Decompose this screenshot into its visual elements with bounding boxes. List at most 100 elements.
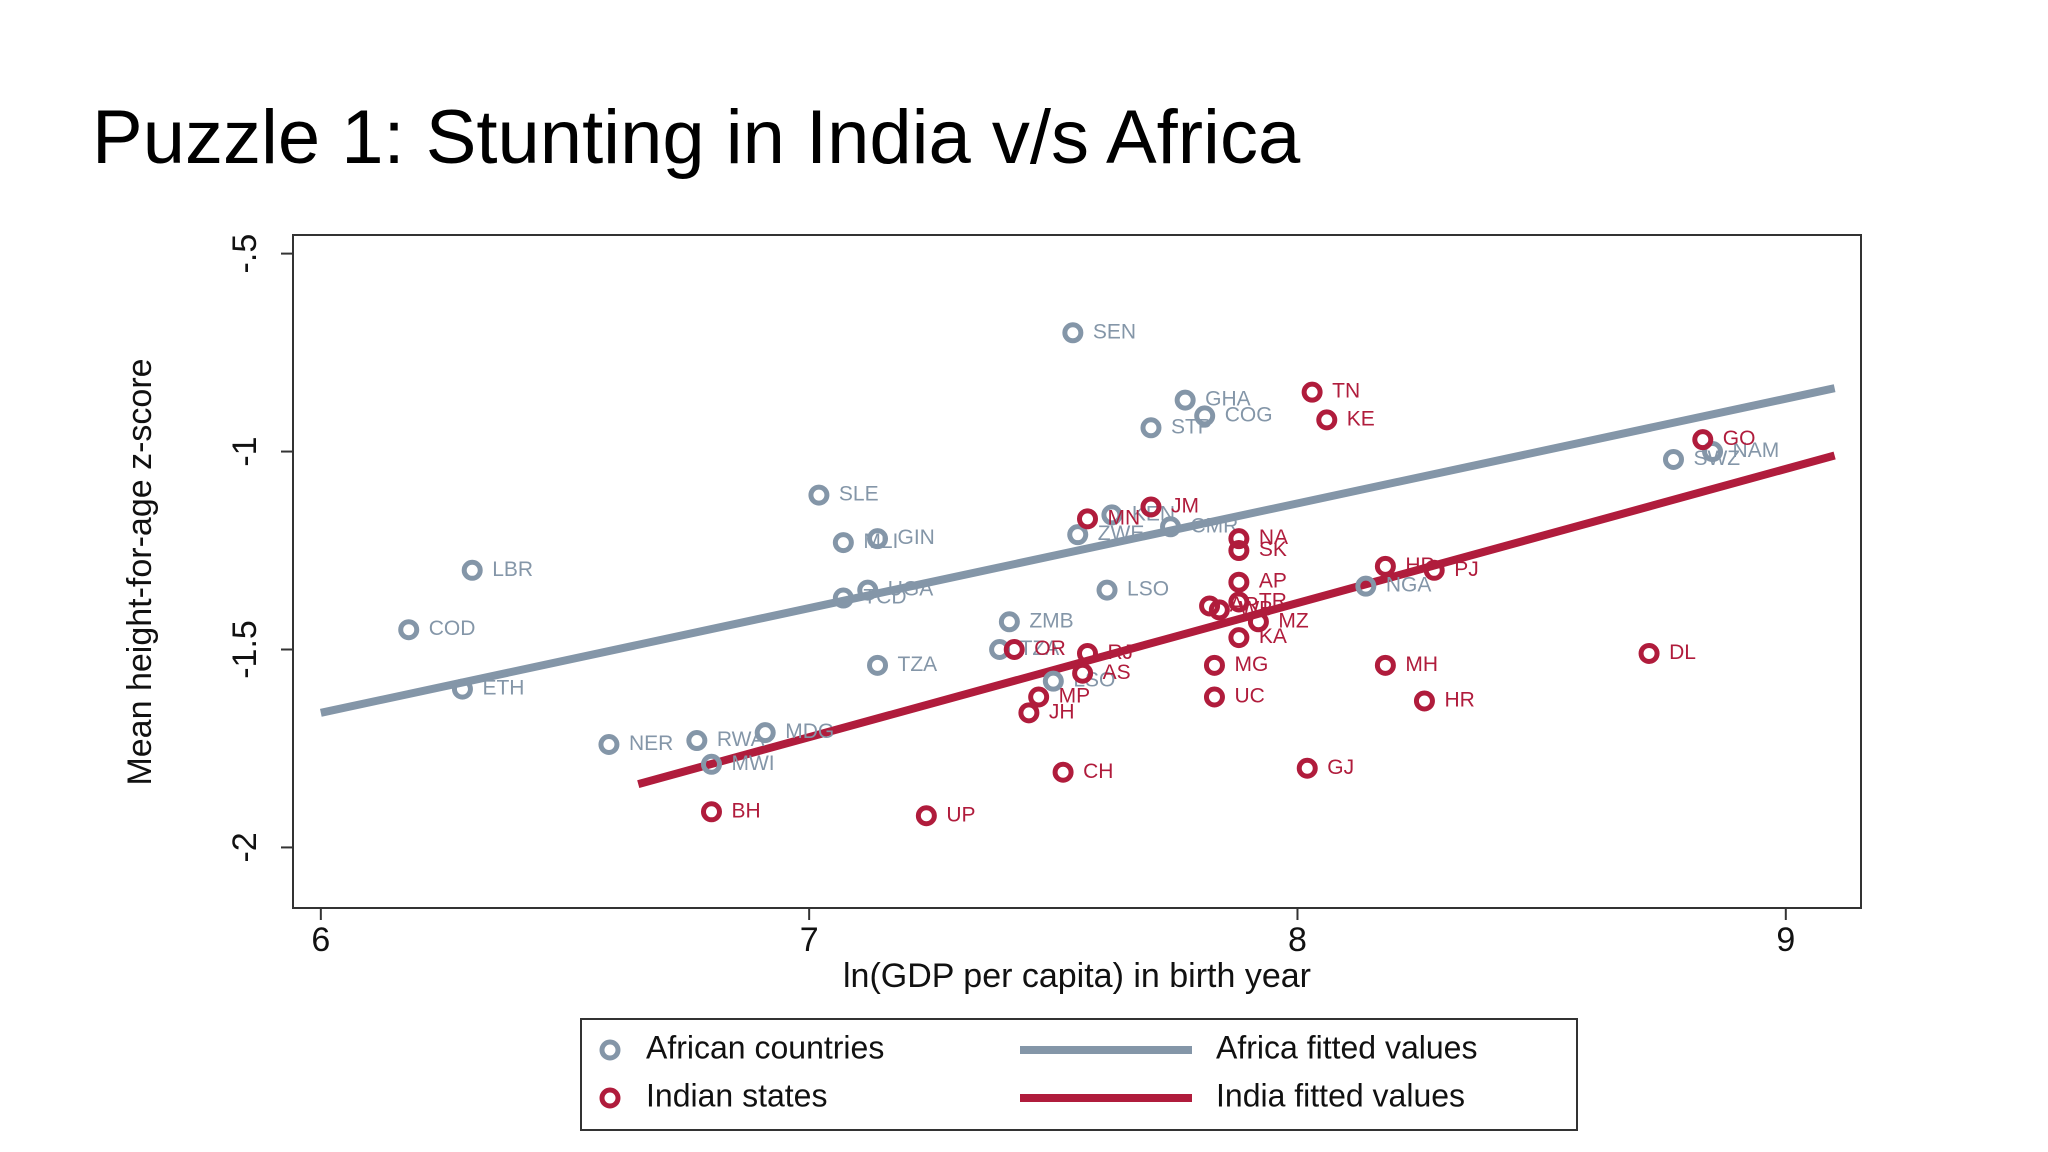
point xyxy=(1018,702,1040,724)
legend-label: African countries xyxy=(646,1029,884,1065)
point xyxy=(998,611,1020,633)
x-tick-label: 6 xyxy=(311,921,330,959)
y-tick-label: -1 xyxy=(226,436,264,466)
point-label: MDG xyxy=(785,720,834,743)
point-label: KA xyxy=(1259,625,1287,648)
point xyxy=(700,801,722,823)
y-tick-label: -2 xyxy=(226,832,264,862)
legend-label: India fitted values xyxy=(1216,1077,1465,1113)
point xyxy=(1228,528,1250,550)
point-label: COG xyxy=(1225,403,1273,426)
point-label: LSO xyxy=(1073,669,1115,692)
point-label: LBR xyxy=(492,558,533,581)
point xyxy=(1296,757,1318,779)
point xyxy=(1203,654,1225,676)
point xyxy=(1247,611,1269,633)
point-label: GJ xyxy=(1327,756,1354,779)
point xyxy=(1067,524,1089,546)
point xyxy=(1096,579,1118,601)
point-label: STP xyxy=(1171,415,1212,438)
point-label: NAM xyxy=(1733,439,1780,462)
point xyxy=(867,528,889,550)
point xyxy=(686,730,708,752)
point xyxy=(1174,389,1196,411)
point-label: WB xyxy=(1239,597,1273,620)
y-tick-label: -.5 xyxy=(226,234,264,274)
x-tick-label: 7 xyxy=(800,921,819,959)
point-label: AP xyxy=(1259,570,1287,593)
point xyxy=(1028,686,1050,708)
point xyxy=(1228,540,1250,562)
point-label: JH xyxy=(1049,700,1075,723)
fit-line xyxy=(319,384,1836,717)
point xyxy=(1194,405,1216,427)
point-label: AS xyxy=(1103,661,1131,684)
point-label: MH xyxy=(1405,653,1438,676)
point-label: TR xyxy=(1259,590,1287,613)
fit-line xyxy=(637,451,1836,788)
point xyxy=(1374,555,1396,577)
point-label: ZMB xyxy=(1029,609,1073,632)
point-label: GHA xyxy=(1205,388,1251,411)
point xyxy=(1355,575,1377,597)
point-label: LSO xyxy=(1127,578,1169,601)
point xyxy=(1052,761,1074,783)
point-label: MG xyxy=(1234,653,1268,676)
point xyxy=(461,559,483,581)
point xyxy=(1374,654,1396,676)
point xyxy=(1228,591,1250,613)
point xyxy=(1003,638,1025,660)
point-label: HR xyxy=(1444,689,1474,712)
slide-title: Puzzle 1: Stunting in India v/s Africa xyxy=(92,95,1301,180)
point xyxy=(1301,381,1323,403)
point xyxy=(1413,690,1435,712)
legend-marker xyxy=(599,1039,621,1061)
x-axis-label: ln(GDP per capita) in birth year xyxy=(843,957,1311,995)
point xyxy=(1160,516,1182,538)
point xyxy=(1072,662,1094,684)
point xyxy=(754,722,776,744)
point xyxy=(1316,409,1338,431)
point-label: ZWE xyxy=(1098,522,1145,545)
point xyxy=(1228,627,1250,649)
y-tick-label: -1.5 xyxy=(226,620,264,679)
point-label: TN xyxy=(1332,380,1360,403)
point-label: UGA xyxy=(888,578,934,601)
point-label: TCD xyxy=(863,586,906,609)
point xyxy=(398,619,420,641)
point-label: RWA xyxy=(717,728,765,751)
point-label: AR xyxy=(1230,593,1259,616)
point-label: MZ xyxy=(1278,609,1308,632)
point-label: SK xyxy=(1259,538,1287,561)
point-label: MWI xyxy=(731,752,774,775)
point xyxy=(1140,417,1162,439)
point-label: SLE xyxy=(839,483,879,506)
point-label: GIN xyxy=(898,526,935,549)
point-label: PJ xyxy=(1454,558,1479,581)
point xyxy=(832,587,854,609)
point xyxy=(1140,496,1162,518)
x-tick-label: 8 xyxy=(1288,921,1307,959)
point xyxy=(451,678,473,700)
point xyxy=(700,753,722,775)
point-label: ETH xyxy=(482,677,524,700)
plot-frame xyxy=(292,234,1862,909)
point xyxy=(1228,571,1250,593)
point-label: UC xyxy=(1234,685,1264,708)
point xyxy=(1042,670,1064,692)
point-label: BH xyxy=(731,799,760,822)
point-label: UP xyxy=(946,803,975,826)
point-label: TZA xyxy=(1020,637,1060,660)
point-label: GO xyxy=(1723,427,1756,450)
point-label: CH xyxy=(1083,760,1113,783)
x-tick-label: 9 xyxy=(1776,921,1795,959)
point-label: MN xyxy=(1107,506,1140,529)
point-label: MP xyxy=(1059,685,1091,708)
point xyxy=(1203,686,1225,708)
point-label: TZA xyxy=(898,653,938,676)
point xyxy=(857,579,879,601)
point xyxy=(832,532,854,554)
point xyxy=(1062,322,1084,344)
